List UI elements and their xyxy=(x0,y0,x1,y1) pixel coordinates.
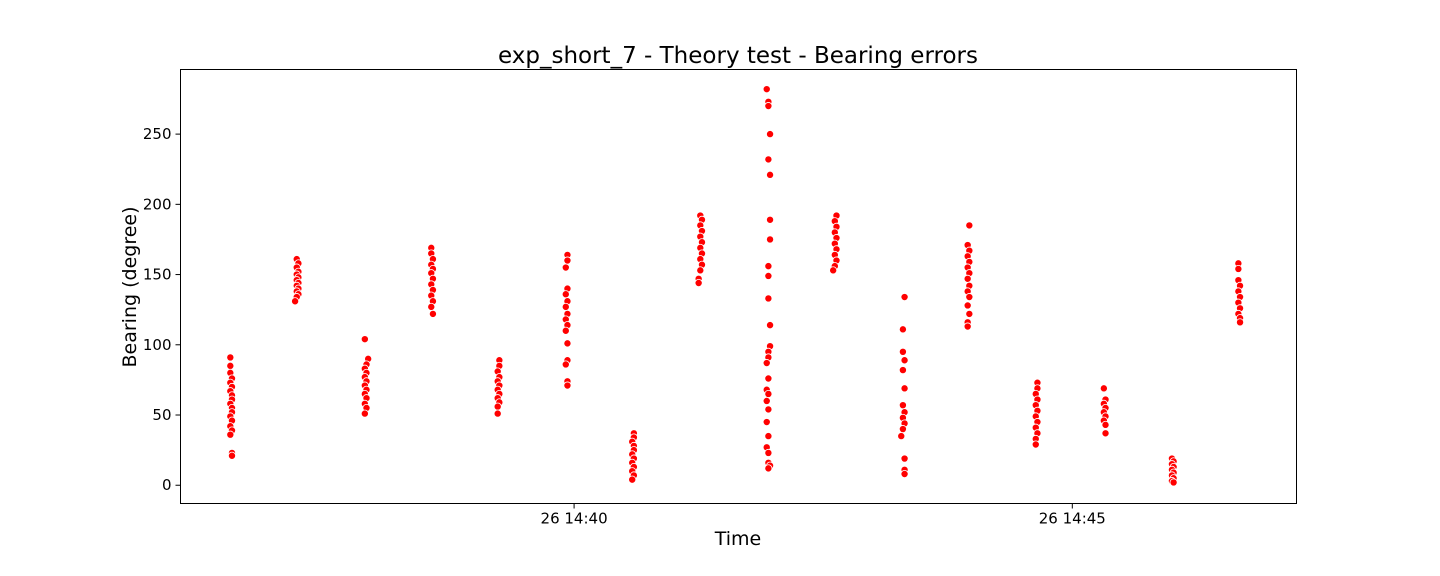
x-axis-label: Time xyxy=(714,528,762,550)
data-point xyxy=(965,293,974,302)
data-point xyxy=(766,170,775,179)
data-point xyxy=(1101,420,1110,429)
data-point xyxy=(561,290,570,299)
plot-area xyxy=(180,69,1297,504)
data-point xyxy=(360,335,369,344)
data-point xyxy=(764,262,773,271)
data-point xyxy=(764,432,773,441)
data-point xyxy=(963,322,972,331)
x-tick-label: 26 14:40 xyxy=(541,510,608,528)
data-point xyxy=(898,325,907,334)
data-point xyxy=(764,374,773,383)
data-point xyxy=(764,271,773,280)
data-point xyxy=(1234,264,1243,273)
data-point xyxy=(900,293,909,302)
data-point xyxy=(764,464,773,473)
data-point xyxy=(766,215,775,224)
data-point xyxy=(764,102,773,111)
y-tick-label: 50 xyxy=(152,406,171,424)
data-point xyxy=(561,263,570,272)
data-point xyxy=(762,359,771,368)
data-point xyxy=(563,339,572,348)
data-point xyxy=(696,266,705,275)
data-point xyxy=(1236,318,1245,327)
data-point xyxy=(963,301,972,310)
data-point xyxy=(764,294,773,303)
data-point xyxy=(694,278,703,287)
y-tick-label: 0 xyxy=(162,476,172,494)
y-tick-label: 100 xyxy=(143,336,172,354)
data-point xyxy=(226,430,235,439)
data-point xyxy=(766,321,775,330)
x-tick-label: 26 14:45 xyxy=(1039,510,1106,528)
data-point xyxy=(762,396,771,405)
data-point xyxy=(898,425,907,434)
data-point xyxy=(360,409,369,418)
data-point xyxy=(1031,440,1040,449)
data-point xyxy=(764,155,773,164)
data-point xyxy=(829,266,838,275)
data-point xyxy=(428,309,437,318)
data-point xyxy=(963,274,972,283)
data-point xyxy=(427,302,436,311)
data-point xyxy=(563,381,572,390)
data-point xyxy=(764,389,773,398)
data-point xyxy=(898,366,907,375)
data-point xyxy=(764,405,773,414)
data-point xyxy=(900,384,909,393)
data-point xyxy=(764,448,773,457)
data-point xyxy=(561,360,570,369)
data-point xyxy=(226,361,235,370)
data-point xyxy=(291,297,300,306)
y-axis-label: Bearing (degree) xyxy=(119,206,141,367)
data-point xyxy=(900,454,909,463)
data-point xyxy=(563,256,572,265)
data-point xyxy=(1169,478,1178,487)
y-axis: 0 50 100 150 200 250 xyxy=(143,125,181,494)
data-point xyxy=(900,356,909,365)
data-point xyxy=(493,402,502,411)
data-point xyxy=(898,347,907,356)
data-point xyxy=(897,432,906,441)
data-point xyxy=(227,451,236,460)
data-point xyxy=(766,130,775,139)
chart-title: exp_short_7 - Theory test - Bearing erro… xyxy=(498,43,978,69)
data-point xyxy=(1101,429,1110,438)
data-point xyxy=(1099,384,1108,393)
y-tick-label: 250 xyxy=(143,125,172,143)
data-point xyxy=(762,85,771,94)
data-point xyxy=(766,235,775,244)
data-point xyxy=(628,475,637,484)
data-point xyxy=(898,401,907,410)
data-point xyxy=(965,309,974,318)
x-axis: 26 14:40 26 14:45 xyxy=(541,503,1106,528)
data-points xyxy=(226,85,1245,487)
data-point xyxy=(900,470,909,479)
y-tick-label: 200 xyxy=(143,195,172,213)
data-point xyxy=(965,221,974,230)
data-point xyxy=(561,326,570,335)
data-point xyxy=(493,409,502,418)
data-point xyxy=(762,418,771,427)
data-point xyxy=(226,353,235,362)
data-point xyxy=(561,302,570,311)
y-tick-label: 150 xyxy=(143,266,172,284)
